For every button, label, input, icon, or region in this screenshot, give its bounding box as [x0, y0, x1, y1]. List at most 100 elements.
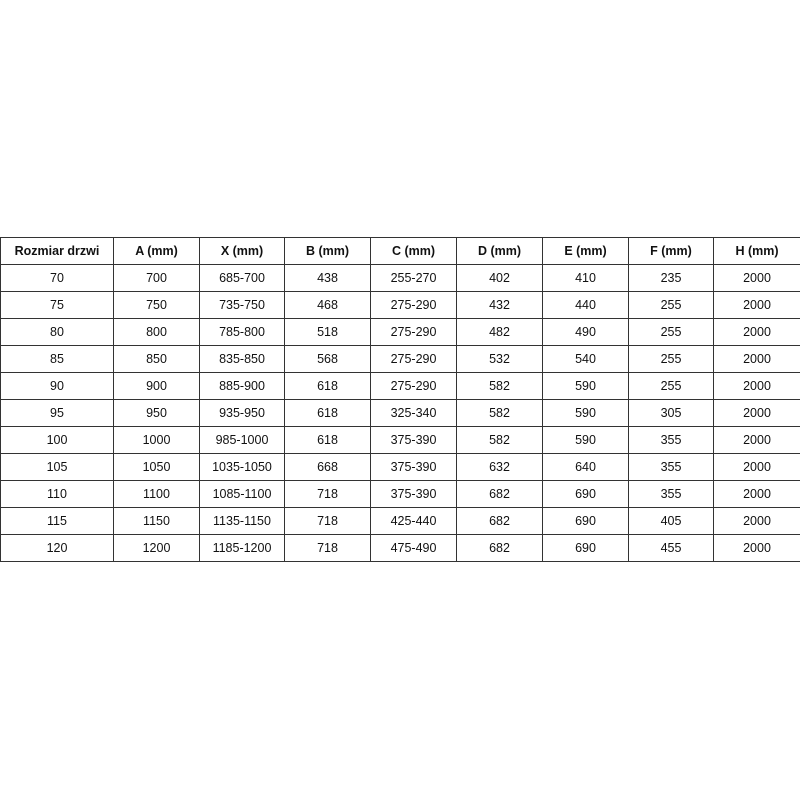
- table-cell: 110: [0, 480, 114, 508]
- table-row: 70 700 685-700 438 255-270 402 410 235 2000: [0, 264, 800, 292]
- table-cell: 235: [628, 264, 714, 292]
- table-row: 80 800 785-800 518 275-290 482 490 255 2000: [0, 318, 800, 346]
- table-cell: 718: [284, 507, 371, 535]
- table-cell: 425-440: [370, 507, 457, 535]
- column-header: A (mm): [113, 237, 200, 265]
- table-cell: 482: [456, 318, 543, 346]
- table-cell: 718: [284, 534, 371, 562]
- table-cell: 1135-1150: [199, 507, 285, 535]
- table-cell: 2000: [713, 345, 800, 373]
- table-cell: 718: [284, 480, 371, 508]
- table-cell: 1185-1200: [199, 534, 285, 562]
- table-cell: 685-700: [199, 264, 285, 292]
- table-cell: 690: [542, 507, 629, 535]
- table-row: 95 950 935-950 618 325-340 582 590 305 2000: [0, 399, 800, 427]
- table-cell: 490: [542, 318, 629, 346]
- table-cell: 690: [542, 480, 629, 508]
- table-cell: 668: [284, 453, 371, 481]
- table-cell: 2000: [713, 507, 800, 535]
- table-cell: 985-1000: [199, 426, 285, 454]
- table-cell: 120: [0, 534, 114, 562]
- table-row: 115 1150 1135-1150 718 425-440 682 690 405 2000: [0, 507, 800, 535]
- table-cell: 1150: [113, 507, 200, 535]
- table-cell: 532: [456, 345, 543, 373]
- column-header: E (mm): [542, 237, 629, 265]
- table-cell: 2000: [713, 372, 800, 400]
- table-cell: 632: [456, 453, 543, 481]
- table-cell: 100: [0, 426, 114, 454]
- table-cell: 95: [0, 399, 114, 427]
- table-cell: 590: [542, 399, 629, 427]
- table-cell: 690: [542, 534, 629, 562]
- table-row: 110 1100 1085-1100 718 375-390 682 690 355 2000: [0, 480, 800, 508]
- table-cell: 375-390: [370, 426, 457, 454]
- table-cell: 305: [628, 399, 714, 427]
- table-cell: 900: [113, 372, 200, 400]
- table-cell: 682: [456, 480, 543, 508]
- column-header: D (mm): [456, 237, 543, 265]
- table-cell: 355: [628, 480, 714, 508]
- table-cell: 2000: [713, 453, 800, 481]
- table-cell: 355: [628, 426, 714, 454]
- table-cell: 582: [456, 426, 543, 454]
- column-header: Rozmiar drzwi: [0, 237, 114, 265]
- table-cell: 75: [0, 291, 114, 319]
- table-row: 120 1200 1185-1200 718 475-490 682 690 455 2000: [0, 534, 800, 562]
- table-cell: 355: [628, 453, 714, 481]
- table-cell: 850: [113, 345, 200, 373]
- table-cell: 468: [284, 291, 371, 319]
- table-row: 90 900 885-900 618 275-290 582 590 255 2000: [0, 372, 800, 400]
- table-cell: 432: [456, 291, 543, 319]
- table-cell: 1200: [113, 534, 200, 562]
- table-cell: 682: [456, 534, 543, 562]
- table-cell: 618: [284, 426, 371, 454]
- table-cell: 618: [284, 372, 371, 400]
- table-cell: 582: [456, 372, 543, 400]
- table-cell: 518: [284, 318, 371, 346]
- table-cell: 275-290: [370, 318, 457, 346]
- table-cell: 568: [284, 345, 371, 373]
- table-cell: 682: [456, 507, 543, 535]
- column-header: B (mm): [284, 237, 371, 265]
- table-cell: 255: [628, 318, 714, 346]
- table-cell: 402: [456, 264, 543, 292]
- table-cell: 540: [542, 345, 629, 373]
- table-row: 105 1050 1035-1050 668 375-390 632 640 355 2000: [0, 453, 800, 481]
- column-header: X (mm): [199, 237, 285, 265]
- table-cell: 1050: [113, 453, 200, 481]
- table-cell: 640: [542, 453, 629, 481]
- table-cell: 255: [628, 291, 714, 319]
- table-cell: 582: [456, 399, 543, 427]
- table-cell: 405: [628, 507, 714, 535]
- column-header: F (mm): [628, 237, 714, 265]
- table-cell: 800: [113, 318, 200, 346]
- table-cell: 590: [542, 372, 629, 400]
- table-cell: 70: [0, 264, 114, 292]
- table-cell: 275-290: [370, 291, 457, 319]
- dimensions-table: Rozmiar drzwi A (mm) X (mm) B (mm) C (mm) D (…: [0, 237, 800, 562]
- table-cell: 455: [628, 534, 714, 562]
- table-cell: 2000: [713, 399, 800, 427]
- table-cell: 115: [0, 507, 114, 535]
- table-row: 75 750 735-750 468 275-290 432 440 255 2000: [0, 291, 800, 319]
- table-cell: 255: [628, 372, 714, 400]
- table-cell: 1100: [113, 480, 200, 508]
- table-cell: 325-340: [370, 399, 457, 427]
- table-cell: 438: [284, 264, 371, 292]
- table-cell: 410: [542, 264, 629, 292]
- table-cell: 835-850: [199, 345, 285, 373]
- table-cell: 90: [0, 372, 114, 400]
- table-cell: 375-390: [370, 453, 457, 481]
- table-cell: 2000: [713, 264, 800, 292]
- header-row: Rozmiar drzwi A (mm) X (mm) B (mm) C (mm) D (…: [0, 237, 800, 265]
- table-cell: 885-900: [199, 372, 285, 400]
- table-cell: 2000: [713, 534, 800, 562]
- table-cell: 2000: [713, 480, 800, 508]
- table-cell: 2000: [713, 426, 800, 454]
- table-cell: 255-270: [370, 264, 457, 292]
- table-cell: 80: [0, 318, 114, 346]
- table-cell: 1085-1100: [199, 480, 285, 508]
- table-cell: 275-290: [370, 372, 457, 400]
- table-cell: 935-950: [199, 399, 285, 427]
- table-cell: 475-490: [370, 534, 457, 562]
